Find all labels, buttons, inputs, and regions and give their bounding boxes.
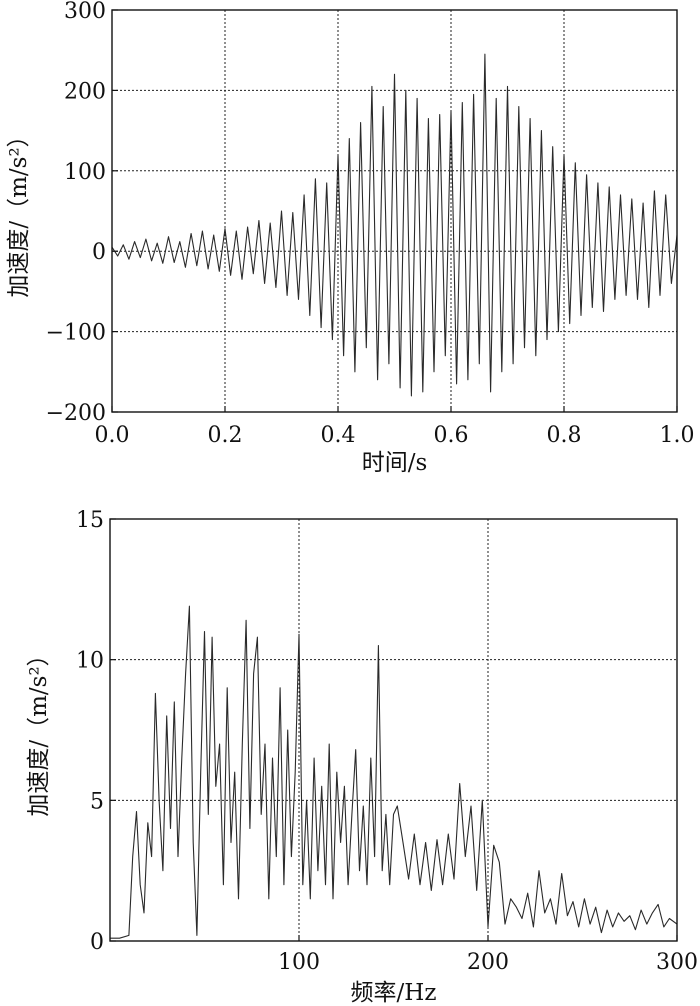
x-tick-label-0: 0.0 bbox=[95, 423, 130, 448]
freq-chart-ticks: 100 200 300 15 10 5 0 bbox=[76, 508, 698, 975]
time-chart-frame bbox=[111, 9, 678, 413]
y-tick-label-5: −200 bbox=[46, 401, 106, 426]
y-tick-label-1: 200 bbox=[64, 79, 106, 104]
time-domain-chart: 0.0 0.2 0.4 0.6 0.8 1.0 300 200 100 0 −100 −200 时间/… bbox=[6, 0, 695, 476]
freq-chart-grid bbox=[110, 519, 677, 941]
freq-chart-xlabel: 频率/Hz bbox=[351, 980, 437, 1006]
time-chart-trace bbox=[111, 53, 678, 397]
freq-chart-ylabel: 加速度/（m/s²） bbox=[26, 643, 52, 816]
y-tick-label-3: 0 bbox=[92, 240, 106, 265]
y-tick-label-0: 15 bbox=[76, 508, 104, 533]
y-tick-label-0: 300 bbox=[64, 0, 106, 24]
y-tick-label-1: 10 bbox=[76, 649, 104, 674]
x-tick-label-0: 100 bbox=[278, 950, 320, 975]
x-tick-label-2: 300 bbox=[656, 950, 698, 975]
time-chart-grid bbox=[112, 10, 677, 412]
x-tick-label-1: 200 bbox=[467, 950, 509, 975]
y-tick-label-2: 100 bbox=[64, 160, 106, 185]
series-line-0 bbox=[111, 53, 678, 397]
x-tick-label-3: 0.6 bbox=[434, 423, 469, 448]
frequency-domain-chart: 100 200 300 15 10 5 0 频率/Hz 加速度/（m/s²） bbox=[26, 508, 698, 1006]
time-chart-ticks: 0.0 0.2 0.4 0.6 0.8 1.0 300 200 100 0 −100 −200 bbox=[46, 0, 695, 448]
y-tick-label-2: 5 bbox=[90, 789, 104, 814]
time-chart-ylabel: 加速度/（m/s²） bbox=[6, 124, 32, 297]
y-tick-label-3: 0 bbox=[90, 930, 104, 955]
time-chart-xlabel: 时间/s bbox=[362, 450, 428, 476]
series-line-0 bbox=[110, 605, 678, 939]
freq-chart-trace bbox=[110, 605, 678, 939]
x-tick-label-4: 0.8 bbox=[547, 423, 582, 448]
y-tick-label-4: −100 bbox=[46, 321, 106, 346]
x-tick-label-1: 0.2 bbox=[208, 423, 243, 448]
x-tick-label-2: 0.4 bbox=[321, 423, 356, 448]
x-tick-label-5: 1.0 bbox=[660, 423, 695, 448]
freq-chart-frame bbox=[109, 518, 678, 942]
